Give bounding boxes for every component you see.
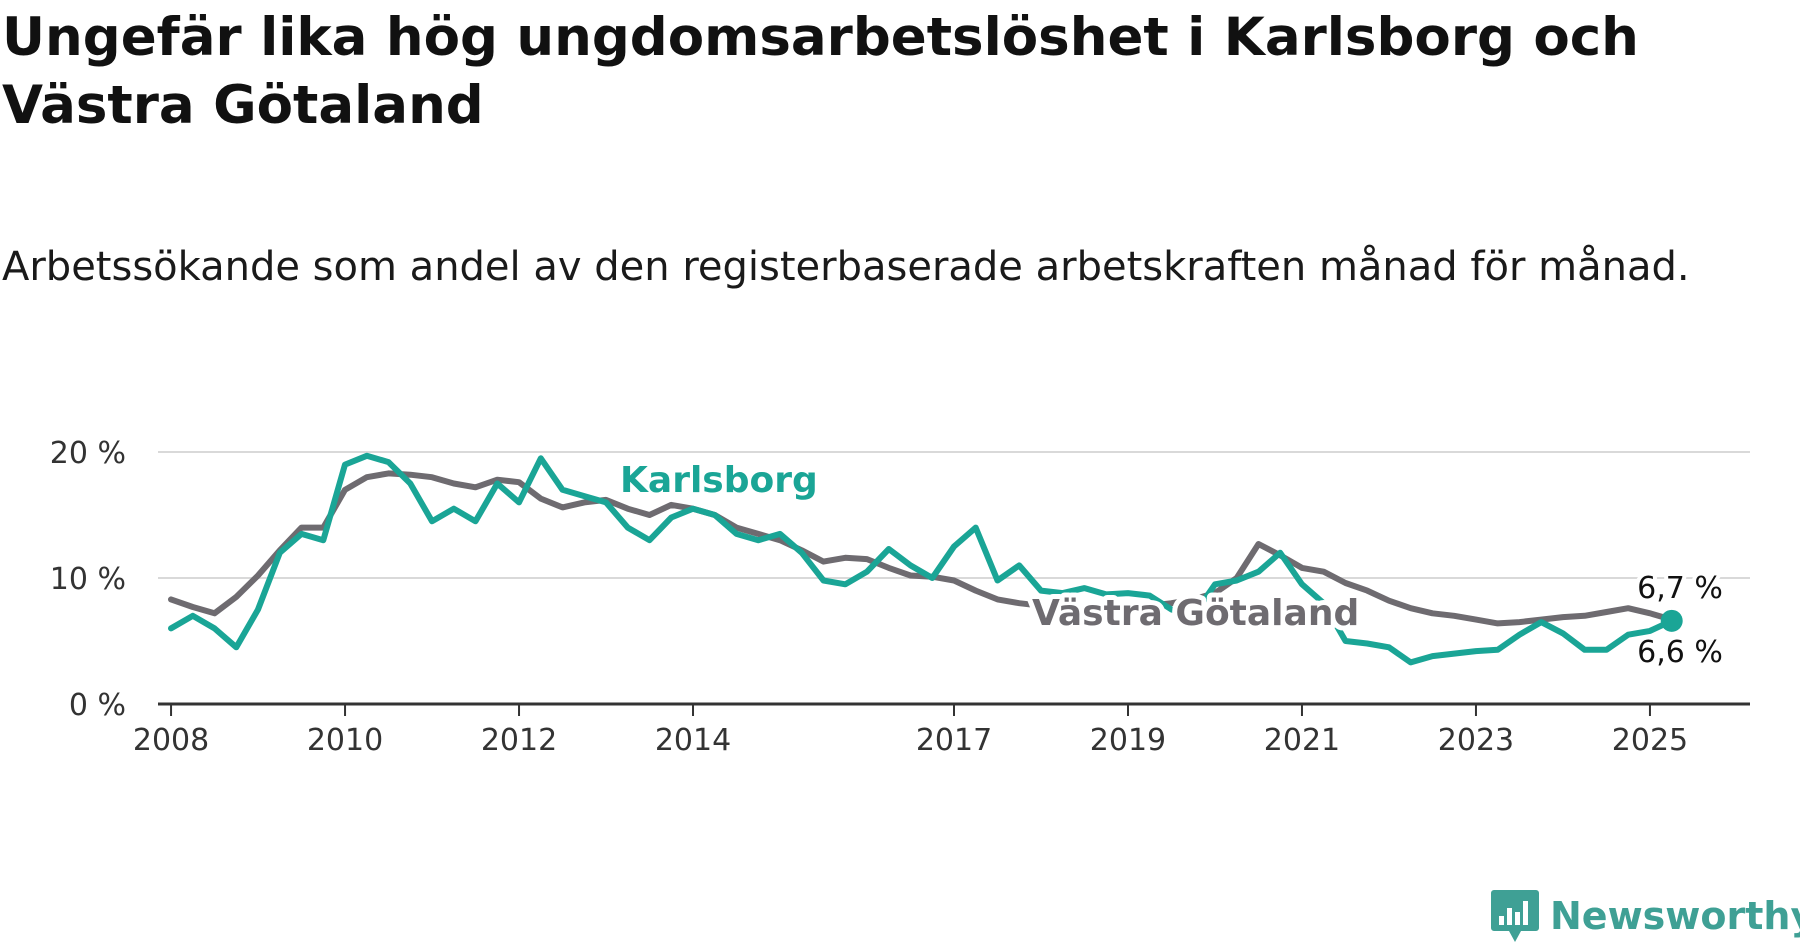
series-line-karlsborg bbox=[168, 452, 1675, 666]
x-tick-label: 2019 bbox=[1090, 723, 1166, 758]
x-tick-label: 2025 bbox=[1612, 723, 1688, 758]
bar-chart-icon bbox=[1491, 890, 1539, 942]
x-tick-label: 2014 bbox=[655, 723, 731, 758]
x-tick-label: 2010 bbox=[307, 723, 383, 758]
series-label-vastra-gotaland: Västra Götaland bbox=[1032, 593, 1359, 634]
x-tick-label: 2023 bbox=[1438, 723, 1514, 758]
x-tick-label: 2021 bbox=[1264, 723, 1340, 758]
brand-name: Newsworthy bbox=[1550, 894, 1800, 938]
series-label-karlsborg: Karlsborg bbox=[620, 460, 818, 501]
chart-subtitle: Arbetssökande som andel av den registerb… bbox=[2, 244, 1690, 290]
y-tick-label: 10 % bbox=[50, 562, 126, 597]
x-tick-label: 2012 bbox=[481, 723, 557, 758]
end-point-karlsborg bbox=[1660, 609, 1683, 632]
newsworthy-logo: Newsworthy bbox=[1490, 888, 1800, 944]
y-tick-label: 0 % bbox=[69, 688, 126, 723]
end-label-karlsborg: 6,6 % bbox=[1637, 635, 1723, 670]
x-tick-label: 2008 bbox=[133, 723, 209, 758]
end-label-vastra-gotaland: 6,7 % bbox=[1637, 571, 1723, 606]
x-tick-label: 2017 bbox=[916, 723, 992, 758]
series-line-vastra-gotaland bbox=[168, 470, 1675, 627]
chart-title: Ungefär lika hög ungdomsarbetslöshet i K… bbox=[2, 7, 1639, 136]
y-tick-label: 20 % bbox=[50, 436, 126, 471]
